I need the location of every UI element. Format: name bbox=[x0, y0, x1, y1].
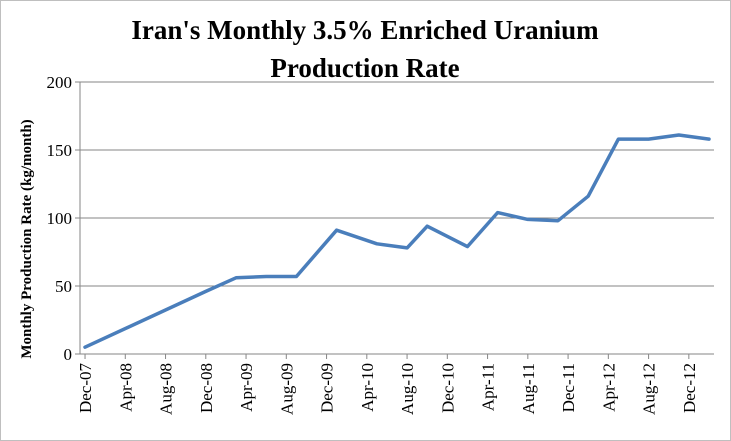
y-tick-label: 100 bbox=[47, 209, 73, 228]
data-point bbox=[497, 212, 499, 214]
series-line bbox=[83, 133, 711, 349]
x-tick-labels: Dec-07 Apr-08 Aug-08 Dec-08 Apr-09 Aug-09 Dec-… bbox=[76, 354, 699, 415]
data-point bbox=[376, 243, 378, 245]
x-tick-label: Dec-11 bbox=[559, 363, 578, 412]
data-point bbox=[295, 275, 297, 277]
data-point bbox=[235, 277, 237, 279]
y-axis-label: Monthly Production Rate (kg/month) bbox=[19, 119, 35, 358]
x-tick-label: Aug-09 bbox=[277, 363, 296, 415]
x-tick-label: Dec-08 bbox=[197, 363, 216, 413]
data-point bbox=[84, 346, 86, 348]
x-tick-label: Apr-08 bbox=[116, 363, 135, 412]
data-point bbox=[265, 275, 267, 277]
gridlines bbox=[80, 81, 714, 287]
x-tick-label: Dec-07 bbox=[76, 363, 95, 414]
data-point bbox=[466, 246, 468, 248]
y-tick-label: 200 bbox=[47, 73, 73, 92]
data-point bbox=[426, 225, 428, 227]
x-tick-label: Apr-11 bbox=[479, 363, 498, 411]
x-tick-label: Dec-12 bbox=[680, 363, 699, 413]
y-tick-label: 0 bbox=[64, 345, 73, 364]
data-point bbox=[557, 220, 559, 222]
data-point bbox=[587, 195, 589, 197]
x-tick-label: Aug-08 bbox=[157, 363, 176, 415]
data-point bbox=[527, 218, 529, 220]
x-tick-label: Aug-10 bbox=[398, 363, 417, 415]
data-point bbox=[678, 134, 680, 136]
series-layer bbox=[83, 133, 711, 349]
x-tick-label: Dec-10 bbox=[438, 363, 457, 413]
y-tick-label: 50 bbox=[55, 277, 72, 296]
x-tick-label: Apr-10 bbox=[358, 363, 377, 412]
data-point bbox=[708, 138, 710, 140]
x-tick-label: Aug-11 bbox=[519, 363, 538, 414]
data-point bbox=[617, 138, 619, 140]
y-tick-labels: 0 50 100 150 200 bbox=[47, 73, 80, 364]
data-point bbox=[205, 290, 207, 292]
chart-title-line-2: Production Rate bbox=[270, 53, 459, 83]
x-tick-label: Apr-12 bbox=[599, 363, 618, 412]
x-tick-label: Dec-09 bbox=[318, 363, 337, 413]
chart-title-line-1: Iran's Monthly 3.5% Enriched Uranium bbox=[131, 15, 599, 45]
data-point bbox=[336, 229, 338, 231]
x-tick-label: Aug-12 bbox=[640, 363, 659, 415]
y-tick-label: 150 bbox=[47, 141, 73, 160]
data-point bbox=[648, 138, 650, 140]
x-tick-label: Apr-09 bbox=[237, 363, 256, 412]
data-point bbox=[406, 247, 408, 249]
